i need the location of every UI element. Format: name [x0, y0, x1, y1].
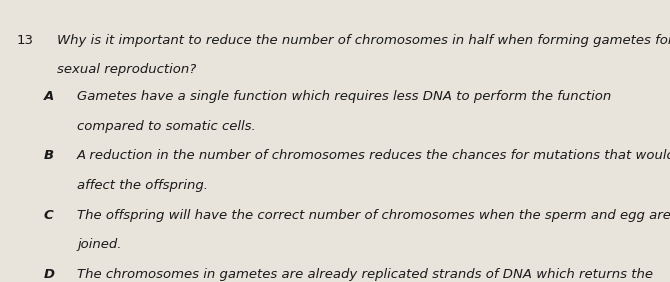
- Text: The chromosomes in gametes are already replicated strands of DNA which returns t: The chromosomes in gametes are already r…: [77, 268, 653, 281]
- Text: The offspring will have the correct number of chromosomes when the sperm and egg: The offspring will have the correct numb…: [77, 209, 670, 222]
- Text: A: A: [44, 90, 54, 103]
- Text: compared to somatic cells.: compared to somatic cells.: [77, 120, 256, 133]
- Text: Gametes have a single function which requires less DNA to perform the function: Gametes have a single function which req…: [77, 90, 611, 103]
- Text: Why is it important to reduce the number of chromosomes in half when forming gam: Why is it important to reduce the number…: [57, 34, 670, 47]
- Text: A reduction in the number of chromosomes reduces the chances for mutations that : A reduction in the number of chromosomes…: [77, 149, 670, 162]
- Text: C: C: [44, 209, 54, 222]
- Text: affect the offspring.: affect the offspring.: [77, 179, 208, 192]
- Text: joined.: joined.: [77, 238, 121, 251]
- Text: D: D: [44, 268, 54, 281]
- Text: B: B: [44, 149, 54, 162]
- Text: 13: 13: [17, 34, 34, 47]
- Text: sexual reproduction?: sexual reproduction?: [57, 63, 196, 76]
